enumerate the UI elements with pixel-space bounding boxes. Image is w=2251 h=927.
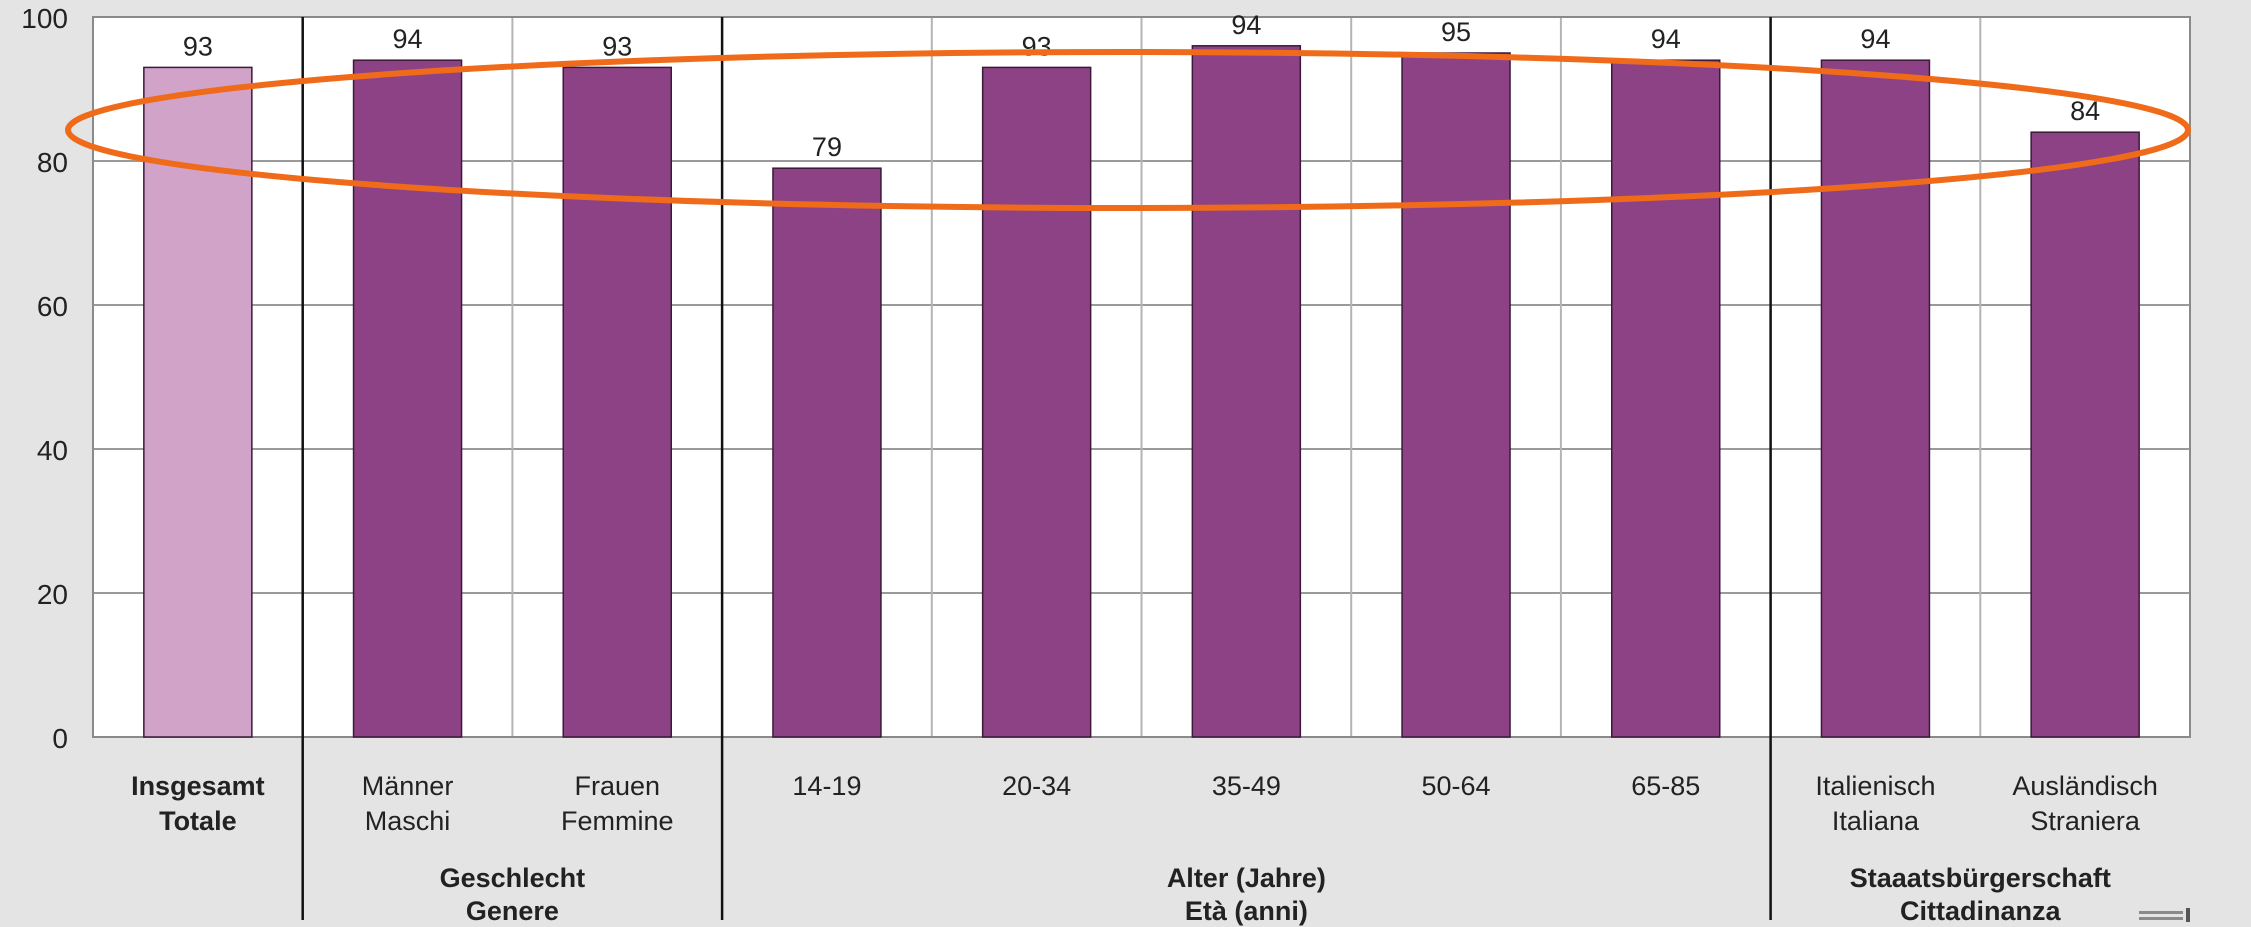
value-label: 94	[1231, 10, 1261, 40]
highlight-ellipse	[65, 49, 2191, 211]
value-label: 95	[1441, 17, 1471, 47]
value-label: 93	[1022, 31, 1052, 61]
bar	[2030, 131, 2140, 738]
value-label: 94	[1860, 24, 1890, 54]
group-separators	[301, 17, 1772, 920]
x-tick-label: Femmine	[561, 806, 674, 836]
bar	[143, 66, 253, 738]
plot-frame	[92, 16, 2191, 738]
x-tick-label: 20-34	[1002, 771, 1071, 801]
value-label: 93	[183, 31, 213, 61]
value-label: 79	[812, 132, 842, 162]
x-tick-label: 65-85	[1631, 771, 1700, 801]
y-tick-label: 100	[21, 3, 68, 34]
x-tick-label: Italienisch	[1815, 771, 1935, 801]
x-tick-label: Frauen	[574, 771, 660, 801]
value-label: 94	[393, 24, 423, 54]
bar	[352, 59, 463, 738]
bar	[1820, 59, 1931, 738]
y-tick-label: 0	[52, 723, 68, 754]
watermark	[2139, 908, 2190, 922]
x-tick-label: 35-49	[1212, 771, 1281, 801]
y-tick-label: 80	[37, 147, 68, 178]
bar	[562, 66, 672, 738]
x-tick-label: 50-64	[1422, 771, 1491, 801]
bar	[981, 66, 1092, 738]
y-axis: 0 20 40 60 80 100	[21, 3, 68, 754]
x-axis-labels: Insgesamt Totale Männer Maschi Frauen Femmine…	[131, 771, 2158, 836]
group-label: Staaatsbürgerschaft	[1850, 863, 2111, 893]
y-tick-label: 60	[37, 291, 68, 322]
x-tick-label: Männer	[362, 771, 454, 801]
group-label: Genere	[466, 896, 559, 926]
group-label: Età (anni)	[1185, 896, 1308, 926]
bar-series	[143, 45, 2140, 738]
value-label: 93	[602, 31, 632, 61]
group-label: Cittadinanza	[1900, 896, 2061, 926]
group-label: Alter (Jahre)	[1167, 863, 1326, 893]
x-tick-label: Insgesamt	[131, 771, 265, 801]
x-tick-label: Ausländisch	[2012, 771, 2158, 801]
value-label: 94	[1651, 24, 1681, 54]
x-tick-label: Totale	[159, 806, 237, 836]
bar	[1611, 59, 1721, 738]
x-tick-label: Maschi	[365, 806, 451, 836]
group-label: Geschlecht	[440, 863, 586, 893]
bar	[1401, 52, 1511, 738]
value-labels: 93 94 93 79 93 94 95 94 94 84	[183, 10, 2100, 162]
x-tick-label: 14-19	[792, 771, 861, 801]
bar	[772, 167, 882, 738]
x-tick-label: Straniera	[2030, 806, 2141, 836]
y-tick-label: 20	[37, 579, 68, 610]
x-tick-label: Italiana	[1832, 806, 1920, 836]
bar	[1191, 45, 1302, 738]
y-tick-label: 40	[37, 435, 68, 466]
value-label: 84	[2070, 96, 2100, 126]
